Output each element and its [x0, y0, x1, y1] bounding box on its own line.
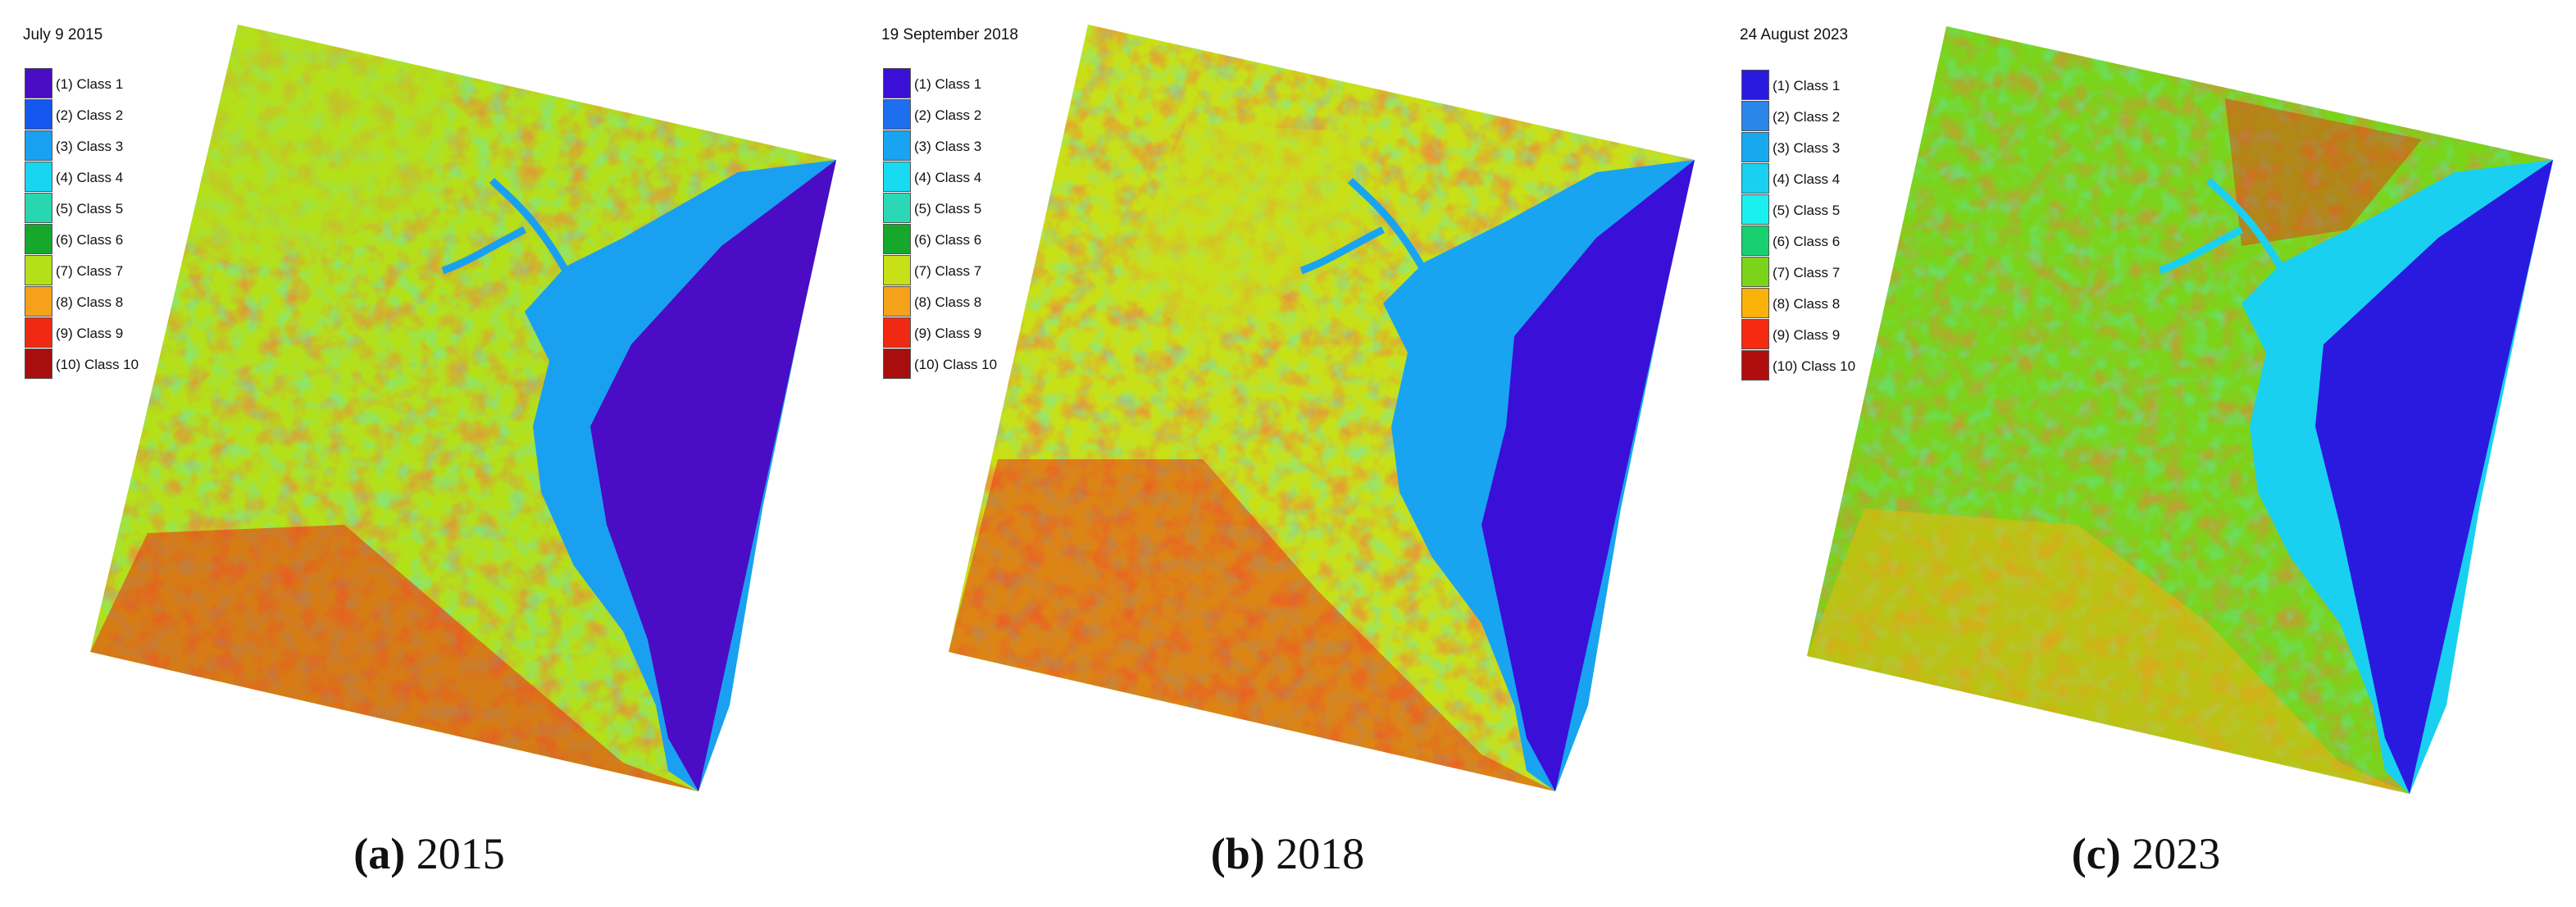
- legend-swatch: [883, 193, 911, 223]
- legend-label: (10) Class 10: [914, 357, 998, 372]
- legend-label: (9) Class 9: [56, 326, 124, 341]
- legend-swatch: [25, 317, 52, 348]
- caption-letter: (a): [353, 829, 406, 878]
- map-panel-2023: 24 August 2023 (1) Class 1 (2) Class 2 (3)…: [1717, 0, 2575, 907]
- legend-label: (4) Class 4: [914, 170, 982, 185]
- legend-label: (7) Class 7: [56, 263, 124, 279]
- caption-letter: (b): [1210, 829, 1265, 878]
- northeast-red-zone: [2225, 98, 2422, 246]
- legend-label: (6) Class 6: [1773, 234, 1841, 249]
- caption-year: 2018: [1264, 829, 1365, 878]
- legend-label: (10) Class 10: [1773, 358, 1856, 374]
- map-panel-2018: 19 September 2018 (1) Class 1 (2) Class 2…: [858, 0, 1717, 907]
- north-yellow-zone: [1121, 123, 1367, 344]
- estuary-channel: [441, 177, 569, 275]
- map-date: 19 September 2018: [881, 26, 1018, 43]
- legend-label: (8) Class 8: [914, 294, 982, 310]
- legend-swatch: [1741, 319, 1769, 349]
- legend-label: (2) Class 2: [56, 107, 124, 123]
- estuary-channel: [2158, 177, 2286, 275]
- legend-label: (6) Class 6: [914, 232, 982, 248]
- legend-swatch: [883, 162, 911, 192]
- legend-swatch: [25, 224, 52, 254]
- legend-swatch: [25, 286, 52, 317]
- south-orange-zone: [1807, 508, 2410, 794]
- legend-label: (4) Class 4: [56, 170, 124, 185]
- classified-land-cover-map: [949, 25, 1695, 791]
- legend-swatch: [25, 255, 52, 285]
- legend-label: (6) Class 6: [56, 232, 124, 248]
- legend-label: (2) Class 2: [1773, 109, 1841, 125]
- panel-caption: (a) 2015: [0, 828, 858, 879]
- map-scene: [1807, 26, 2553, 794]
- map-scene: [90, 25, 836, 791]
- legend-swatch: [25, 130, 52, 161]
- legend-swatch: [25, 162, 52, 192]
- legend-swatch: [1741, 132, 1769, 162]
- legend-label: (3) Class 3: [914, 139, 982, 154]
- legend-label: (7) Class 7: [1773, 265, 1841, 280]
- legend-label: (5) Class 5: [1773, 203, 1841, 218]
- legend-label: (1) Class 1: [914, 76, 982, 92]
- map-scene: [949, 25, 1695, 791]
- legend-label: (5) Class 5: [914, 201, 982, 216]
- legend-swatch: [1741, 163, 1769, 194]
- legend-label: (10) Class 10: [56, 357, 139, 372]
- legend-label: (8) Class 8: [56, 294, 124, 310]
- legend-label: (5) Class 5: [56, 201, 124, 216]
- legend-swatch: [883, 99, 911, 130]
- legend-swatch: [1741, 288, 1769, 318]
- legend-swatch: [25, 68, 52, 98]
- legend-swatch: [25, 349, 52, 379]
- classified-land-cover-map: [1807, 26, 2553, 794]
- legend-swatch: [883, 130, 911, 161]
- legend-label: (9) Class 9: [914, 326, 982, 341]
- legend-swatch: [883, 224, 911, 254]
- legend-swatch: [1741, 194, 1769, 225]
- legend-label: (1) Class 1: [1773, 78, 1841, 93]
- panel-caption: (b) 2018: [858, 828, 1717, 879]
- legend-label: (1) Class 1: [56, 76, 124, 92]
- caption-year: 2023: [2120, 829, 2221, 878]
- classified-land-cover-map: [90, 25, 836, 791]
- legend-swatch: [883, 255, 911, 285]
- legend-swatch: [25, 99, 52, 130]
- legend-label: (2) Class 2: [914, 107, 982, 123]
- panel-caption: (c) 2023: [1717, 828, 2575, 879]
- legend-swatch: [883, 286, 911, 317]
- sea-deep-water: [1481, 160, 1695, 791]
- map-date: 24 August 2023: [1740, 26, 1849, 43]
- legend-label: (4) Class 4: [1773, 171, 1841, 187]
- map-date: July 9 2015: [23, 26, 103, 43]
- estuary-channel: [1299, 177, 1427, 275]
- south-red-zone: [90, 525, 699, 791]
- legend-swatch: [883, 317, 911, 348]
- legend-swatch: [1741, 226, 1769, 256]
- legend-label: (3) Class 3: [56, 139, 124, 154]
- legend-swatch: [1741, 101, 1769, 131]
- legend-swatch: [1741, 257, 1769, 287]
- map-panel-2015: July 9 2015 (1) Class 1 (2) Class 2 (3) Cl…: [0, 0, 858, 907]
- legend-label: (8) Class 8: [1773, 296, 1841, 312]
- legend-swatch: [883, 68, 911, 98]
- caption-letter: (c): [2071, 829, 2121, 878]
- legend-swatch: [25, 193, 52, 223]
- legend-swatch: [1741, 70, 1769, 100]
- caption-year: 2015: [405, 829, 505, 878]
- north-yellow-zone: [164, 25, 459, 271]
- legend-label: (7) Class 7: [914, 263, 982, 279]
- legend-label: (9) Class 9: [1773, 327, 1841, 343]
- legend-label: (3) Class 3: [1773, 140, 1841, 156]
- sea-deep-water: [2315, 160, 2553, 794]
- sea-deep-water: [590, 160, 836, 791]
- legend-swatch: [883, 349, 911, 379]
- legend-swatch: [1741, 350, 1769, 381]
- south-red-zone: [949, 459, 1555, 791]
